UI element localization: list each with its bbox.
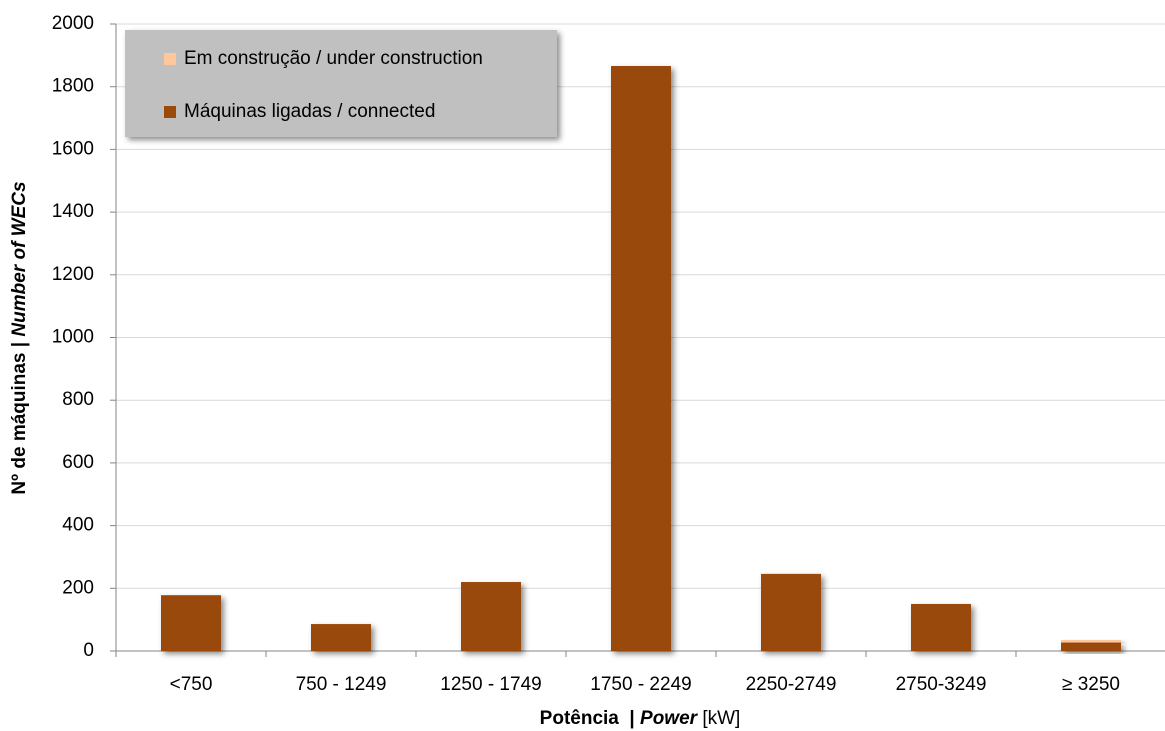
legend: Em construção / under construction Máquin… bbox=[125, 30, 557, 137]
y-tick-label: 0 bbox=[83, 640, 94, 661]
x-tick-label: 1250 - 1749 bbox=[440, 674, 541, 695]
y-tick-label: 1000 bbox=[52, 327, 94, 348]
x-tick-label: 1750 - 2249 bbox=[590, 674, 691, 695]
y-tick-label: 1800 bbox=[52, 76, 94, 97]
y-tick-label: 200 bbox=[62, 577, 94, 598]
bar-segment bbox=[761, 573, 821, 651]
y-tick-label: 1400 bbox=[52, 201, 94, 222]
y-tick-label: 1200 bbox=[52, 264, 94, 285]
legend-box bbox=[125, 30, 557, 137]
y-tick-label: 400 bbox=[62, 515, 94, 536]
bar-segment bbox=[161, 595, 221, 651]
legend-swatch bbox=[164, 106, 176, 118]
y-tick-label: 2000 bbox=[52, 13, 94, 34]
y-tick-label: 1600 bbox=[52, 138, 94, 159]
bar-segment bbox=[911, 603, 971, 651]
x-tick-label: 2250-2749 bbox=[746, 674, 837, 695]
x-axis-label: Potência | Power [kW] bbox=[540, 708, 741, 729]
legend-swatch bbox=[164, 53, 176, 65]
bar-segment bbox=[1061, 642, 1121, 651]
bar-segment bbox=[461, 582, 521, 651]
x-tick-label: <750 bbox=[170, 674, 213, 695]
legend-label: Em construção / under construction bbox=[184, 48, 483, 69]
y-tick-label: 800 bbox=[62, 389, 94, 410]
bar-segment bbox=[611, 66, 671, 651]
x-tick-label: 2750-3249 bbox=[896, 674, 987, 695]
bar-segment bbox=[311, 624, 371, 651]
x-tick-label: ≥ 3250 bbox=[1062, 674, 1120, 695]
bar-segment bbox=[1061, 640, 1121, 643]
y-axis-label: Nº de máquinas | Number of WECs bbox=[9, 181, 30, 494]
x-tick-label: 750 - 1249 bbox=[296, 674, 387, 695]
y-tick-label: 600 bbox=[62, 452, 94, 473]
legend-label: Máquinas ligadas / connected bbox=[184, 101, 435, 122]
